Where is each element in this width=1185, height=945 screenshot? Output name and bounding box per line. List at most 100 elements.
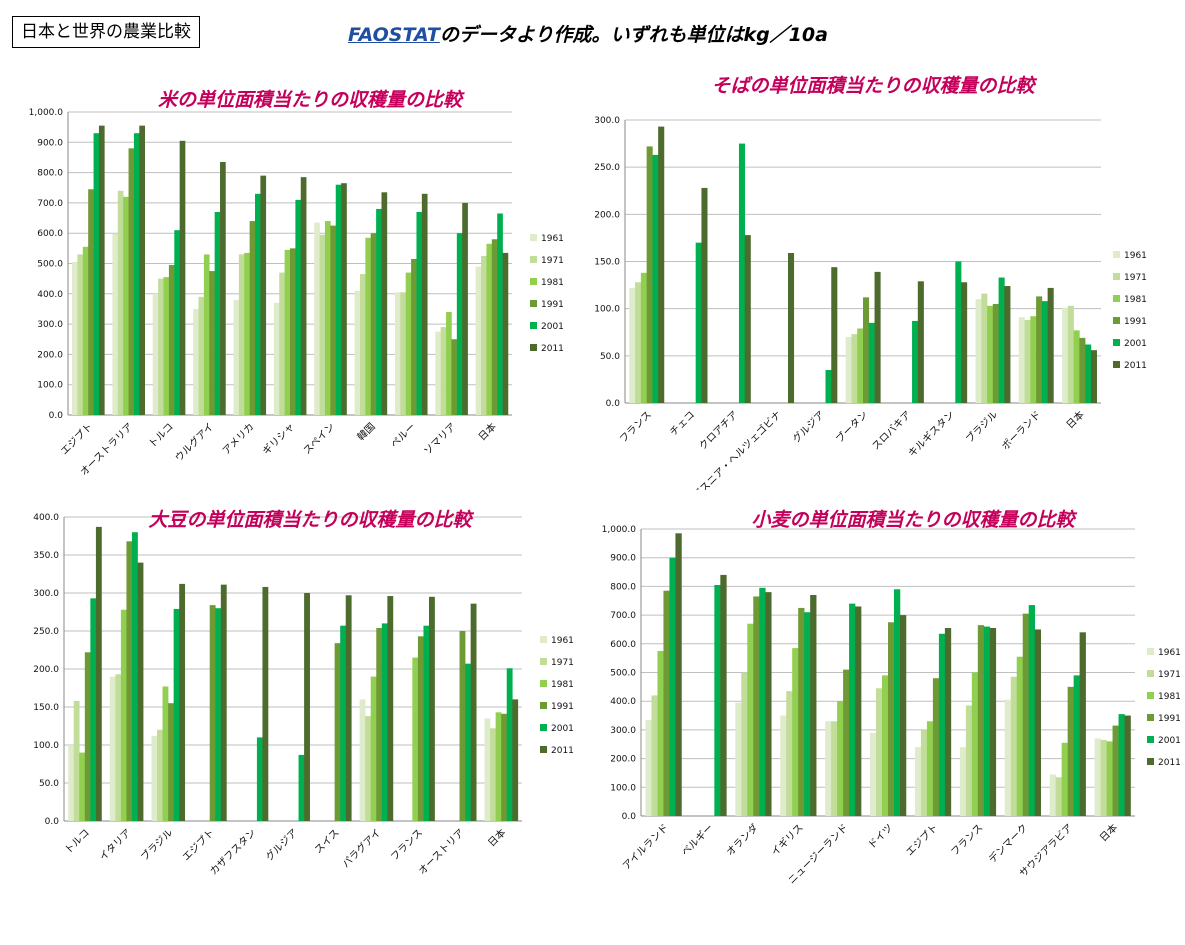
bar-2001	[256, 737, 263, 821]
bar-2011	[502, 252, 509, 415]
bar-1991	[376, 627, 383, 821]
bar-1961	[394, 292, 401, 415]
bar-2011	[658, 126, 665, 403]
legend-swatch	[540, 746, 547, 753]
bar-1961	[112, 233, 119, 415]
bar-2001	[456, 233, 463, 415]
bar-1961	[1049, 774, 1056, 816]
legend-label: 1971	[541, 256, 564, 266]
y-tick-label: 250.0	[594, 163, 620, 173]
bar-1981	[82, 246, 89, 415]
y-tick-label: 200.0	[610, 755, 636, 765]
category-label: ブラジル	[963, 408, 1000, 445]
bar-1991	[501, 713, 508, 821]
legend-label: 2011	[541, 344, 564, 354]
bar-2001	[955, 261, 962, 403]
legend-label: 2011	[1124, 361, 1147, 371]
bar-2001	[133, 133, 140, 415]
category-label: ポーランド	[1000, 409, 1044, 453]
category-label: キルギスタン	[906, 409, 957, 460]
bar-1971	[158, 278, 164, 415]
legend-swatch	[1113, 295, 1120, 302]
bar-1961	[914, 747, 922, 816]
y-tick-label: 150.0	[594, 258, 620, 268]
category-label: スイス	[313, 827, 342, 856]
y-tick-label: 200.0	[37, 350, 63, 360]
bar-1971	[1067, 305, 1074, 403]
y-tick-label: 400.0	[37, 290, 63, 300]
bar-1971	[198, 296, 205, 415]
bar-2011	[139, 125, 145, 415]
legend-label: 1981	[1158, 692, 1181, 702]
bar-1981	[405, 272, 412, 415]
y-tick-label: 700.0	[37, 199, 63, 209]
bar-1991	[168, 265, 175, 415]
bar-2001	[759, 587, 766, 816]
legend-label: 1961	[1158, 648, 1181, 658]
legend-label: 2001	[1124, 339, 1147, 349]
category-label: 日本	[1063, 408, 1086, 431]
legend-label: 1981	[1124, 295, 1147, 305]
legend-label: 2011	[1158, 758, 1181, 768]
bar-1961	[151, 735, 158, 821]
legend-swatch	[530, 278, 537, 285]
chart-wheat: 0.0 100.0 200.0 300.0 400.0 500.0 600.0 700.0 80…	[593, 500, 1185, 945]
bar-1961	[870, 732, 877, 816]
bar-2001	[335, 184, 342, 415]
category-label: クロアチア	[697, 409, 741, 453]
bar-2001	[423, 625, 430, 821]
y-tick-label: 100.0	[37, 381, 63, 391]
bar-1961	[359, 699, 366, 821]
bar-2001	[1085, 344, 1092, 403]
bar-1981	[657, 650, 664, 816]
bar-2001	[652, 154, 659, 403]
bar-2001	[215, 608, 222, 821]
faostat-link[interactable]: FAOSTAT	[348, 24, 440, 46]
bar-1981	[971, 672, 979, 816]
bar-2011	[462, 202, 468, 415]
bar-1961	[484, 718, 491, 821]
bar-2001	[1028, 605, 1036, 816]
bar-2011	[260, 175, 267, 415]
y-tick-label: 400.0	[610, 697, 636, 707]
bar-1961	[435, 331, 441, 415]
category-label: トルコ	[63, 827, 92, 856]
bar-1981	[792, 648, 799, 816]
bar-1981	[163, 277, 170, 415]
bar-2011	[1004, 286, 1011, 403]
bar-1981	[1016, 656, 1024, 816]
bar-1971	[1010, 676, 1018, 816]
bar-2001	[998, 277, 1005, 403]
y-tick-label: 300.0	[610, 726, 636, 736]
bar-2011	[262, 586, 269, 821]
bar-1961	[1004, 699, 1012, 816]
bar-1961	[109, 676, 116, 821]
bar-1971	[115, 674, 122, 821]
bar-1981	[926, 721, 934, 816]
y-tick-label: 0.0	[606, 399, 621, 409]
y-tick-label: 800.0	[37, 169, 63, 179]
bar-2011	[429, 596, 435, 821]
bar-1961	[314, 222, 320, 415]
bar-1981	[446, 311, 452, 415]
bar-1981	[244, 252, 250, 415]
bar-2011	[421, 193, 428, 415]
bar-1961	[193, 308, 199, 415]
legend-label: 2001	[1158, 736, 1181, 746]
bar-2011	[304, 593, 310, 821]
bar-1961	[1094, 738, 1101, 816]
bar-1991	[1036, 296, 1043, 403]
y-tick-label: 0.0	[622, 812, 637, 822]
bar-1991	[491, 239, 498, 415]
bar-2011	[470, 603, 477, 821]
bar-1981	[412, 657, 419, 821]
category-label: オランダ	[723, 821, 760, 858]
bar-1991	[209, 271, 215, 415]
legend-swatch	[1113, 273, 1120, 280]
bar-1971	[77, 254, 84, 415]
bar-2011	[137, 562, 144, 821]
legend-label: 1981	[541, 278, 564, 288]
bar-1991	[128, 148, 135, 416]
legend-swatch	[530, 344, 537, 351]
bar-1971	[651, 695, 658, 816]
